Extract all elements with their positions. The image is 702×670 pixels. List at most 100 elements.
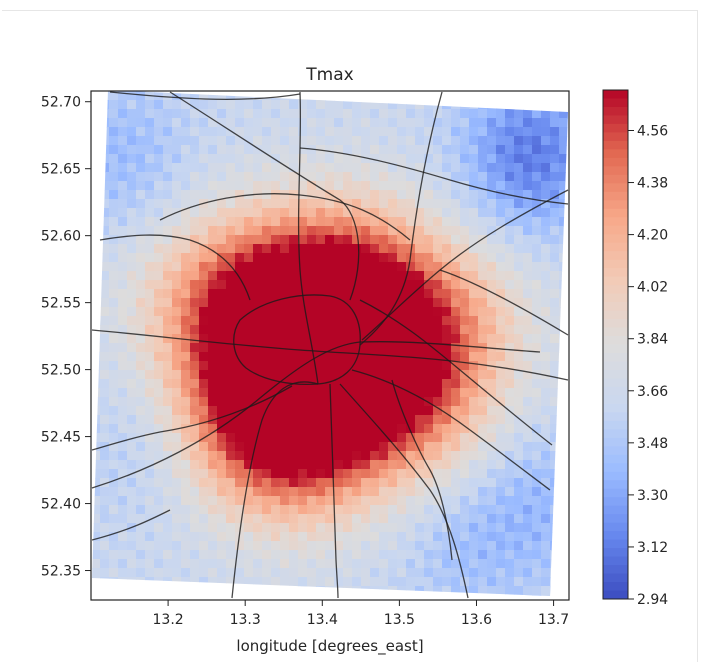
heat-cell [325, 109, 335, 119]
heat-cell [469, 478, 479, 488]
heat-cell [298, 325, 308, 335]
heat-cell [460, 451, 470, 461]
heat-cell [514, 280, 524, 290]
heat-cell [397, 487, 407, 497]
heat-cell [424, 568, 434, 578]
heat-cell [307, 496, 317, 506]
heat-cell [226, 307, 236, 317]
heat-cell [478, 433, 488, 443]
heat-cell [334, 244, 344, 254]
heat-cell [523, 163, 533, 173]
heat-cell [190, 334, 200, 344]
heat-cell [154, 154, 164, 164]
heat-cell [361, 316, 371, 326]
heat-cell [505, 271, 515, 281]
heat-cell [262, 280, 272, 290]
heat-cell [370, 244, 380, 254]
heat-cell [208, 343, 218, 353]
colorbar-band [603, 463, 628, 473]
heat-cell [118, 433, 128, 443]
heat-cell [397, 208, 407, 218]
heat-cell [190, 559, 200, 569]
heat-cell [163, 163, 173, 173]
heat-cell [550, 109, 560, 119]
heat-cell [397, 316, 407, 326]
heat-cell [307, 127, 317, 137]
heat-cell [109, 442, 119, 452]
heat-cell [199, 172, 209, 182]
heat-cell [280, 568, 290, 578]
heat-cell [334, 469, 344, 479]
heat-cell [451, 568, 461, 578]
heat-cell [262, 379, 272, 389]
heat-cell [451, 541, 461, 551]
heat-cell [433, 280, 443, 290]
heat-cell [343, 316, 353, 326]
heat-cell [235, 235, 245, 245]
heat-cell [325, 433, 335, 443]
heat-cell [280, 469, 290, 479]
heat-cell [496, 109, 506, 119]
heat-cell [451, 199, 461, 209]
heat-cell [487, 487, 497, 497]
colorbar-tick-label: 3.30 [637, 488, 668, 504]
heat-cell [514, 343, 524, 353]
heat-cell [118, 172, 128, 182]
heat-cell [271, 181, 281, 191]
heat-cell [118, 496, 128, 506]
heat-cell [172, 343, 182, 353]
heat-cell [226, 442, 236, 452]
heat-cell [208, 307, 218, 317]
heat-cell [469, 334, 479, 344]
heat-cell [352, 199, 362, 209]
heat-cell [433, 487, 443, 497]
heat-cell [136, 550, 146, 560]
heat-cell [226, 298, 236, 308]
heat-cell [307, 352, 317, 362]
heat-cell [136, 307, 146, 317]
heat-cell [442, 154, 452, 164]
heat-cell [253, 244, 263, 254]
heat-cell [424, 478, 434, 488]
heat-cell [415, 388, 425, 398]
heat-cell [433, 478, 443, 488]
heat-cell [280, 514, 290, 524]
heat-cell [487, 289, 497, 299]
heat-cell [433, 109, 443, 119]
heat-cell [505, 199, 515, 209]
heat-cell [442, 163, 452, 173]
heat-cell [334, 514, 344, 524]
heat-cell [514, 460, 524, 470]
heat-cell [163, 424, 173, 434]
heat-cell [163, 118, 173, 128]
heat-cell [163, 523, 173, 533]
heat-cell [442, 343, 452, 353]
heat-cell [163, 154, 173, 164]
heat-cell [433, 514, 443, 524]
heat-cell [469, 586, 479, 596]
heat-cell [244, 415, 254, 425]
heat-cell [208, 208, 218, 218]
heat-cell [109, 478, 119, 488]
heat-cell [361, 307, 371, 317]
heat-cell [316, 307, 326, 317]
heat-cell [424, 442, 434, 452]
heat-cell [532, 460, 542, 470]
heat-cell [226, 352, 236, 362]
heat-cell [253, 280, 263, 290]
heat-cell [532, 316, 542, 326]
heat-cell [262, 298, 272, 308]
heat-cell [424, 487, 434, 497]
heat-cell [496, 298, 506, 308]
heat-cell [145, 523, 155, 533]
heat-cell [280, 253, 290, 263]
heat-cell [361, 163, 371, 173]
heat-cell [289, 451, 299, 461]
heat-cell [415, 136, 425, 146]
heat-cell [217, 100, 227, 110]
heat-cell [163, 316, 173, 326]
heat-cell [154, 487, 164, 497]
heat-cell [280, 100, 290, 110]
heat-cell [136, 253, 146, 263]
heat-cell [397, 469, 407, 479]
